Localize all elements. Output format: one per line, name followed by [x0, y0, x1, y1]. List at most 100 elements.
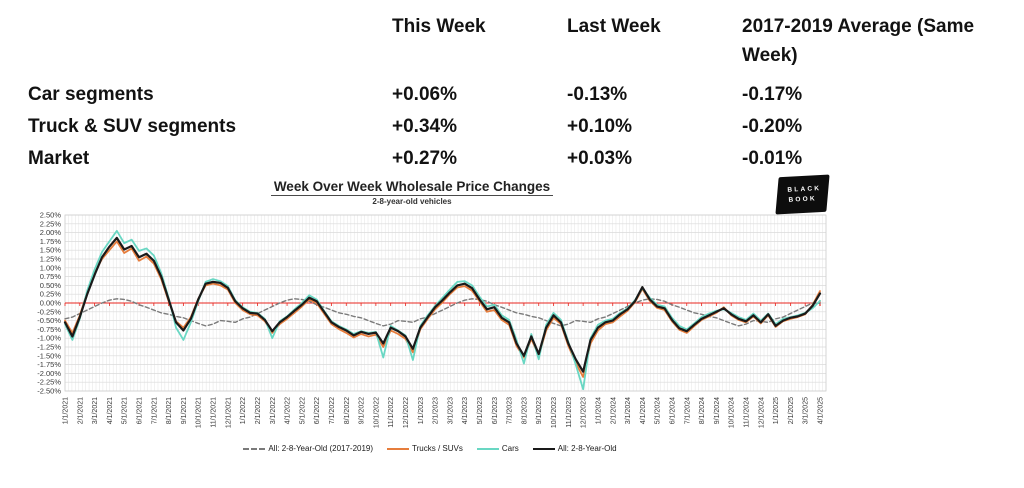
svg-text:2.25%: 2.25%	[40, 219, 62, 228]
svg-text:5/1/2022: 5/1/2022	[299, 397, 306, 424]
row-label-car-segments: Car segments	[28, 84, 154, 105]
svg-text:2/1/2024: 2/1/2024	[610, 397, 617, 424]
svg-text:6/1/2022: 6/1/2022	[314, 397, 321, 424]
legend-marker-cars	[476, 447, 499, 450]
series-line-trucks-suvs	[64, 240, 821, 378]
col-header-average: 2017-2019 Average (Same Week)	[742, 16, 975, 66]
legend-label-trucks: Trucks / SUVs	[412, 444, 463, 453]
svg-text:10/1/2021: 10/1/2021	[196, 397, 203, 428]
series-line-all-2-8	[63, 236, 822, 373]
svg-text:7/1/2024: 7/1/2024	[684, 397, 691, 424]
svg-text:9/1/2022: 9/1/2022	[359, 397, 366, 424]
svg-text:11/1/2021: 11/1/2021	[211, 397, 218, 428]
legend-item-trucks: Trucks / SUVs	[387, 444, 463, 453]
legend-marker-trucks	[387, 447, 410, 450]
svg-text:4/1/2021: 4/1/2021	[107, 397, 114, 424]
svg-text:-2.50%: -2.50%	[37, 387, 61, 396]
svg-text:9/1/2021: 9/1/2021	[181, 397, 188, 424]
svg-text:2.50%: 2.50%	[40, 211, 62, 220]
svg-text:0.50%: 0.50%	[40, 281, 62, 290]
col-header-last-week: Last Week	[567, 16, 661, 37]
svg-text:-2.00%: -2.00%	[37, 369, 61, 378]
svg-text:-2.25%: -2.25%	[37, 378, 61, 387]
svg-text:-0.25%: -0.25%	[37, 307, 61, 316]
market-this-week-value: +0.27%	[392, 148, 457, 169]
legend-label-cars: Cars	[501, 444, 519, 453]
svg-text:2.00%: 2.00%	[40, 228, 62, 237]
svg-text:4/1/2022: 4/1/2022	[285, 397, 292, 424]
svg-text:8/1/2022: 8/1/2022	[344, 397, 351, 424]
svg-text:4/1/2023: 4/1/2023	[462, 397, 469, 424]
svg-text:6/1/2023: 6/1/2023	[492, 397, 499, 424]
svg-text:9/1/2023: 9/1/2023	[536, 397, 543, 424]
svg-text:0.75%: 0.75%	[40, 272, 62, 281]
svg-text:2/1/2025: 2/1/2025	[788, 397, 795, 424]
svg-text:3/1/2025: 3/1/2025	[803, 397, 810, 424]
svg-text:10/1/2024: 10/1/2024	[729, 397, 736, 428]
svg-text:-1.00%: -1.00%	[37, 334, 61, 343]
svg-text:4/1/2025: 4/1/2025	[818, 397, 825, 424]
svg-text:2/1/2023: 2/1/2023	[433, 397, 440, 424]
svg-text:11/1/2023: 11/1/2023	[566, 397, 573, 428]
truck-this-week-value: +0.34%	[392, 116, 457, 137]
svg-text:3/1/2022: 3/1/2022	[270, 397, 277, 424]
svg-text:7/1/2022: 7/1/2022	[329, 397, 336, 424]
svg-text:5/1/2021: 5/1/2021	[122, 397, 129, 424]
svg-text:5/1/2023: 5/1/2023	[477, 397, 484, 424]
svg-text:9/1/2024: 9/1/2024	[714, 397, 721, 424]
legend-marker-avg	[243, 447, 266, 450]
svg-text:12/1/2023: 12/1/2023	[581, 397, 588, 428]
svg-text:3/1/2023: 3/1/2023	[447, 397, 454, 424]
svg-text:8/1/2023: 8/1/2023	[521, 397, 528, 424]
row-label-market: Market	[28, 148, 90, 169]
svg-text:1/1/2024: 1/1/2024	[595, 397, 602, 424]
summary-table: This Week Last Week 2017-2019 Average (S…	[28, 12, 994, 175]
svg-text:6/1/2024: 6/1/2024	[669, 397, 676, 424]
row-label-truck-suv-segments: Truck & SUV segments	[28, 116, 237, 137]
legend-label-all: All: 2-8-Year-Old	[557, 444, 617, 453]
legend-label-avg: All: 2-8-Year-Old (2017-2019)	[268, 444, 374, 453]
svg-text:11/1/2022: 11/1/2022	[388, 397, 395, 428]
car-this-week-value: +0.06%	[392, 84, 457, 105]
svg-text:-0.75%: -0.75%	[37, 325, 61, 334]
svg-text:11/1/2024: 11/1/2024	[743, 397, 750, 428]
svg-text:10/1/2023: 10/1/2023	[551, 397, 558, 428]
chart-legend: All: 2-8-Year-Old (2017-2019) Trucks / S…	[60, 444, 800, 453]
legend-item-avg: All: 2-8-Year-Old (2017-2019)	[243, 444, 373, 453]
svg-text:-0.50%: -0.50%	[37, 316, 61, 325]
svg-text:12/1/2022: 12/1/2022	[403, 397, 410, 428]
svg-text:1.25%: 1.25%	[40, 255, 62, 264]
col-header-this-week: This Week	[392, 16, 486, 37]
svg-text:6/1/2021: 6/1/2021	[137, 397, 144, 424]
legend-item-cars: Cars	[476, 444, 519, 453]
legend-item-all: All: 2-8-Year-Old	[532, 444, 617, 453]
chart-title: Week Over Week Wholesale Price Changes	[270, 179, 554, 196]
svg-text:3/1/2024: 3/1/2024	[625, 397, 632, 424]
svg-text:1/1/2021: 1/1/2021	[63, 397, 70, 424]
svg-text:1/1/2022: 1/1/2022	[240, 397, 247, 424]
svg-text:8/1/2024: 8/1/2024	[699, 397, 706, 424]
svg-text:8/1/2021: 8/1/2021	[166, 397, 173, 424]
market-last-week-value: +0.03%	[567, 148, 632, 169]
series-lines	[63, 229, 822, 391]
truck-average-value: -0.20%	[742, 116, 803, 137]
svg-text:-1.75%: -1.75%	[37, 360, 61, 369]
axis-tick-labels: 2.50%2.25%2.00%1.75%1.50%1.25%1.00%0.75%…	[37, 211, 824, 429]
svg-text:12/1/2021: 12/1/2021	[225, 397, 232, 428]
svg-text:0.25%: 0.25%	[40, 290, 62, 299]
svg-text:1/1/2025: 1/1/2025	[773, 397, 780, 424]
chart-subtitle: 2-8-year-old vehicles	[372, 197, 452, 206]
svg-text:7/1/2023: 7/1/2023	[507, 397, 514, 424]
svg-text:-1.50%: -1.50%	[37, 351, 61, 360]
chart-title-block: Week Over Week Wholesale Price Changes 2…	[0, 178, 824, 206]
svg-text:2/1/2022: 2/1/2022	[255, 397, 262, 424]
svg-text:0.00%: 0.00%	[40, 299, 62, 308]
svg-text:1/1/2023: 1/1/2023	[418, 397, 425, 424]
svg-text:12/1/2024: 12/1/2024	[758, 397, 765, 428]
svg-text:1.00%: 1.00%	[40, 263, 62, 272]
legend-marker-all	[532, 447, 555, 450]
svg-text:5/1/2024: 5/1/2024	[655, 397, 662, 424]
svg-text:-1.25%: -1.25%	[37, 343, 61, 352]
